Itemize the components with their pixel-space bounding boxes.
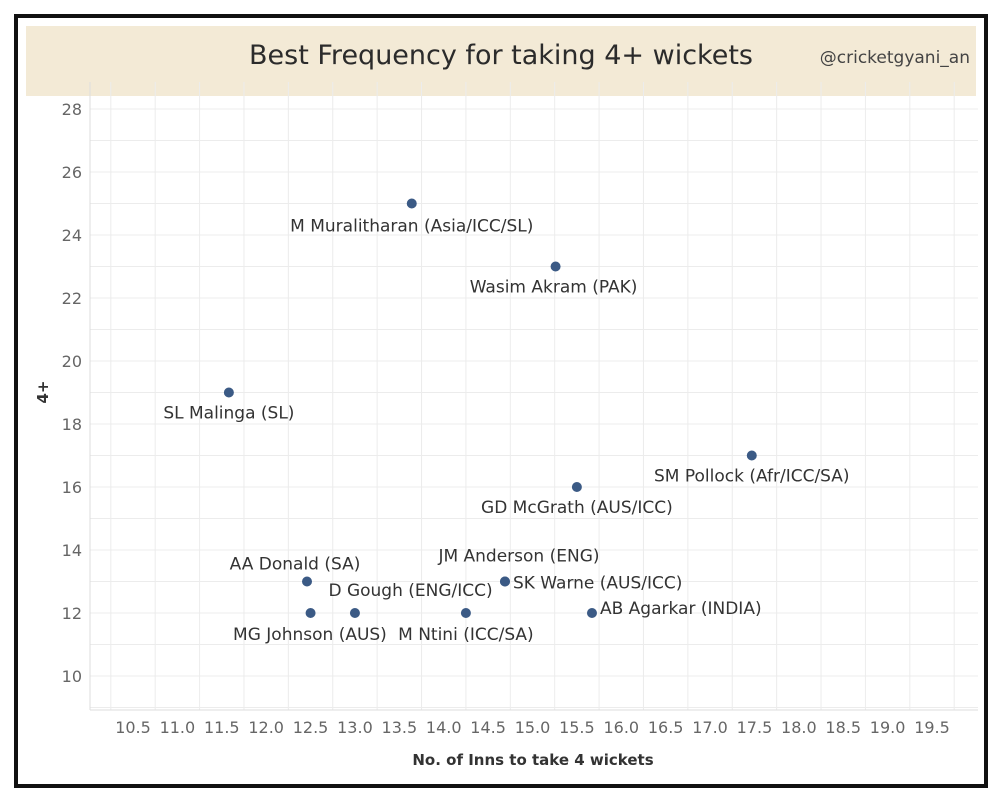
chart-title: Best Frequency for taking 4+ wickets <box>249 40 753 71</box>
chart-frame: Best Frequency for taking 4+ wickets @cr… <box>14 14 988 788</box>
data-point <box>223 387 234 398</box>
x-tick-label: 18.5 <box>825 718 861 737</box>
point-label: SL Malinga (SL) <box>163 404 294 424</box>
y-tick-label: 14 <box>62 541 82 560</box>
point-label: SK Warne (AUS/ICC) <box>513 574 682 594</box>
data-point <box>406 198 417 209</box>
x-tick-label: 17.5 <box>737 718 773 737</box>
y-tick-label: 16 <box>62 478 82 497</box>
y-tick-label: 20 <box>62 352 82 371</box>
x-tick-label: 15.0 <box>515 718 551 737</box>
x-tick-label: 15.5 <box>559 718 595 737</box>
x-tick-label: 13.5 <box>382 718 418 737</box>
x-tick-label: 19.0 <box>870 718 906 737</box>
point-label: M Muralitharan (Asia/ICC/SL) <box>290 217 533 237</box>
x-tick-label: 19.5 <box>914 718 950 737</box>
y-tick-label: 26 <box>62 163 82 182</box>
data-point <box>499 576 510 587</box>
y-tick-label: 28 <box>62 100 82 119</box>
point-label: Wasim Akram (PAK) <box>470 278 638 298</box>
x-tick-label: 11.0 <box>160 718 196 737</box>
x-tick-label: 12.5 <box>293 718 329 737</box>
data-point <box>302 576 313 587</box>
point-label: MG Johnson (AUS) <box>233 625 387 645</box>
credit-handle: @cricketgyani_an <box>819 48 970 68</box>
point-label: D Gough (ENG/ICC) <box>328 581 492 601</box>
point-label: AB Agarkar (INDIA) <box>600 599 762 619</box>
point-label: M Ntini (ICC/SA) <box>398 625 534 645</box>
x-tick-label: 11.5 <box>204 718 240 737</box>
x-tick-label: 14.5 <box>470 718 506 737</box>
data-point <box>550 261 561 272</box>
point-label: AA Donald (SA) <box>230 555 361 575</box>
data-point <box>460 608 471 618</box>
x-tick-label: 18.0 <box>781 718 817 737</box>
x-tick-label: 10.5 <box>115 718 151 737</box>
x-tick-label: 12.0 <box>248 718 284 737</box>
data-point <box>571 482 582 492</box>
data-point <box>349 608 360 618</box>
y-tick-label: 18 <box>62 415 82 434</box>
y-axis-title: 4+ <box>34 380 52 403</box>
y-tick-label: 10 <box>62 667 82 686</box>
title-banner: Best Frequency for taking 4+ wickets @cr… <box>26 26 976 96</box>
x-axis-title: No. of Inns to take 4 wickets <box>412 751 653 769</box>
x-tick-label: 13.0 <box>337 718 373 737</box>
data-point <box>305 608 316 618</box>
x-tick-label: 17.0 <box>692 718 728 737</box>
point-label: GD McGrath (AUS/ICC) <box>481 498 673 518</box>
data-point <box>586 608 597 618</box>
x-tick-label: 14.0 <box>426 718 462 737</box>
y-tick-label: 24 <box>62 226 82 245</box>
y-tick-label: 12 <box>62 604 82 623</box>
x-tick-label: 16.0 <box>603 718 639 737</box>
x-tick-label: 16.5 <box>648 718 684 737</box>
point-label: JM Anderson (ENG) <box>437 547 599 567</box>
point-label: SM Pollock (Afr/ICC/SA) <box>654 467 850 487</box>
data-point <box>746 450 757 461</box>
y-tick-label: 22 <box>62 289 82 308</box>
